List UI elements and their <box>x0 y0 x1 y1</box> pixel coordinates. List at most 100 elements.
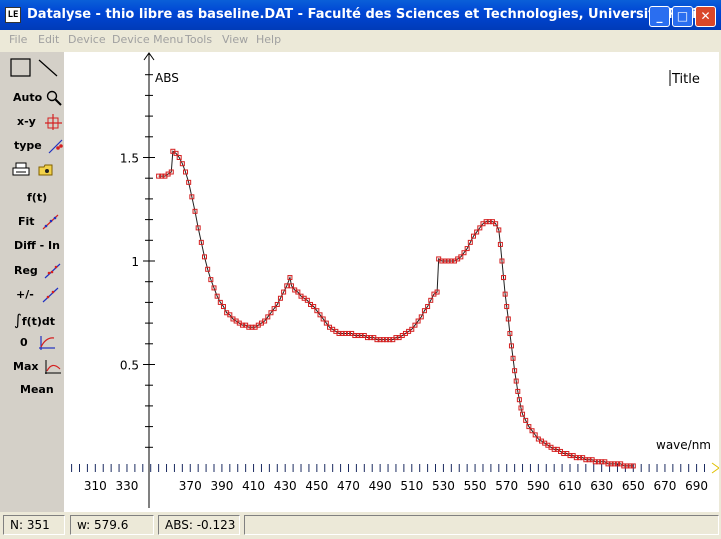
rectangle-tool-icon[interactable] <box>10 58 32 78</box>
line-tool-icon[interactable] <box>37 58 59 78</box>
data-point <box>198 239 204 245</box>
menu-file[interactable]: File <box>9 33 28 46</box>
open-folder-icon[interactable] <box>38 162 54 178</box>
data-point <box>374 337 380 343</box>
data-point <box>583 457 589 463</box>
menu-device[interactable]: Device <box>68 33 106 46</box>
data-point <box>205 266 211 272</box>
plus-minus-button[interactable]: +/- <box>16 287 60 303</box>
data-point <box>295 289 301 295</box>
integral-label: f(t)dt <box>21 315 56 328</box>
x-tick-label: 670 <box>653 479 676 493</box>
data-point <box>577 455 582 461</box>
data-point <box>512 368 518 374</box>
fit-button[interactable]: Fit <box>18 214 60 230</box>
diff-in-button[interactable]: Diff - In <box>14 239 60 252</box>
data-point <box>526 424 532 430</box>
data-point <box>573 455 579 461</box>
data-point <box>289 283 295 289</box>
zero-button[interactable]: 0 <box>20 335 56 351</box>
data-point <box>265 314 271 320</box>
mean-button[interactable]: Mean <box>20 383 54 396</box>
y-tick-label: 1.5 <box>120 152 139 166</box>
xy-label: x-y <box>17 115 36 128</box>
x-tick-label: 390 <box>210 479 233 493</box>
spectrum-chart[interactable]: 310 330 370 390 410 430 450 470 490 510 530 550 570 5… <box>64 52 720 512</box>
data-point <box>627 463 633 469</box>
maximize-button[interactable]: □ <box>672 6 693 27</box>
title-bar[interactable]: LE Datalyse - thio libre as baseline.DAT… <box>0 0 721 30</box>
x-tick-label: 310 <box>84 479 107 493</box>
x-tick-label: 550 <box>464 479 487 493</box>
integral-button[interactable]: ∫f(t)dt <box>14 311 55 329</box>
menu-tools[interactable]: Tools <box>185 33 213 46</box>
plot-area[interactable]: 310 330 370 390 410 430 450 470 490 510 530 550 570 5… <box>64 52 720 512</box>
data-point <box>461 250 467 256</box>
data-point <box>518 405 524 411</box>
data-point <box>156 173 162 179</box>
regression-icon <box>44 263 61 279</box>
max-button[interactable]: Max <box>13 359 62 375</box>
x-tick-label: 610 <box>559 479 582 493</box>
data-point <box>523 417 529 423</box>
menu-help[interactable]: Help <box>256 33 282 46</box>
error-bars-icon <box>42 287 59 303</box>
data-point <box>483 219 489 225</box>
data-point <box>168 169 174 175</box>
data-point <box>412 322 418 328</box>
data-point <box>268 310 274 316</box>
data-point <box>508 343 514 349</box>
minimize-button[interactable]: _ <box>649 6 670 27</box>
data-point <box>320 316 326 322</box>
data-point <box>415 318 421 324</box>
reg-button[interactable]: Reg <box>14 263 62 279</box>
data-point <box>355 333 361 339</box>
data-point <box>551 446 557 452</box>
data-point <box>439 258 445 264</box>
data-point <box>159 173 165 179</box>
data-point <box>183 169 189 175</box>
auto-zoom-button[interactable]: Auto <box>13 90 62 106</box>
menu-view[interactable]: View <box>222 33 249 46</box>
data-point <box>271 306 277 312</box>
x-tick-label: 490 <box>369 479 392 493</box>
series-line <box>158 150 634 467</box>
data-point <box>493 221 499 227</box>
data-point <box>515 388 521 394</box>
type-button[interactable]: type <box>14 138 64 154</box>
x-tick-label: 630 <box>590 479 613 493</box>
data-point <box>383 337 389 343</box>
data-point <box>595 459 601 465</box>
data-point <box>567 453 573 459</box>
x-tick-label: 470 <box>337 479 360 493</box>
status-message <box>244 515 719 535</box>
data-point <box>364 335 370 341</box>
data-point <box>262 318 268 324</box>
data-point <box>614 461 620 467</box>
xy-button[interactable]: x-y <box>17 114 62 130</box>
magnifier-icon <box>46 90 62 106</box>
app-icon[interactable]: LE <box>5 7 21 23</box>
x-tick-label: 690 <box>685 479 708 493</box>
close-button[interactable]: ✕ <box>695 6 716 27</box>
menu-device-menu[interactable]: Device Menu <box>112 33 184 46</box>
data-point <box>532 432 538 438</box>
ft-button[interactable]: f(t) <box>27 191 48 204</box>
x-tick-label: 650 <box>622 479 645 493</box>
data-point <box>467 239 473 245</box>
data-point <box>173 150 179 156</box>
data-point <box>323 320 329 326</box>
data-point <box>176 155 182 160</box>
data-point <box>505 316 511 322</box>
data-point <box>507 330 513 336</box>
chart-title: Title <box>671 72 700 87</box>
data-point <box>592 459 598 465</box>
data-point <box>497 241 503 247</box>
x-tick-label: 330 <box>116 479 139 493</box>
data-point <box>608 461 614 467</box>
data-point <box>281 289 287 295</box>
fit-line-icon <box>42 214 59 230</box>
print-icon[interactable] <box>12 162 30 178</box>
menu-edit[interactable]: Edit <box>38 33 60 46</box>
data-point <box>434 289 440 295</box>
